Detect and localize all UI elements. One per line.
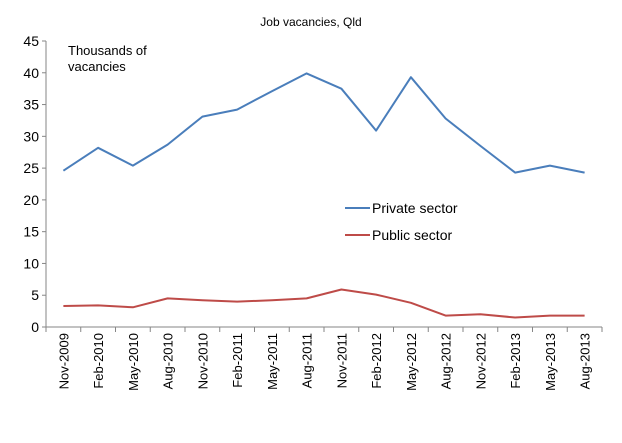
- series-line-public-sector: [63, 290, 584, 318]
- x-tick-label: Aug-2012: [439, 333, 454, 389]
- y-tick-label: 5: [31, 287, 39, 303]
- x-tick-label: Feb-2012: [369, 333, 384, 389]
- y-tick-label: 15: [23, 224, 39, 240]
- legend-label: Public sector: [372, 227, 452, 243]
- x-tick-label: Nov-2011: [334, 333, 349, 388]
- x-tick-label: Aug-2010: [161, 333, 176, 389]
- y-tick-label: 25: [23, 160, 39, 176]
- y-tick-label: 10: [23, 255, 39, 271]
- x-tick-label: May-2010: [126, 333, 141, 391]
- x-tick-label: Feb-2013: [508, 333, 523, 389]
- y-tick-label: 35: [23, 97, 39, 113]
- chart-title: Job vacancies, Qld: [260, 15, 361, 29]
- x-tick-label: Nov-2012: [473, 333, 488, 389]
- x-tick-label: Feb-2011: [230, 333, 245, 388]
- x-tick-label: Aug-2011: [300, 333, 315, 388]
- y-tick-label: 0: [31, 319, 39, 335]
- legend-label: Private sector: [372, 200, 458, 216]
- y-tick-label: 45: [23, 33, 39, 49]
- series-line-private-sector: [63, 73, 584, 172]
- x-tick-label: Feb-2010: [91, 333, 106, 389]
- y-axis-label-line-2: vacancies: [68, 59, 126, 74]
- y-axis-label: Thousands of vacancies: [68, 43, 150, 74]
- y-tick-label: 30: [23, 128, 39, 144]
- x-tick-label: May-2012: [404, 333, 419, 391]
- x-tick-label: May-2011: [265, 333, 280, 390]
- x-tick-label: Aug-2013: [578, 333, 593, 389]
- x-tick-label: Nov-2009: [56, 333, 71, 389]
- y-tick-label: 20: [23, 192, 39, 208]
- y-axis-label-line-1: Thousands of: [68, 43, 147, 58]
- x-tick-label: Nov-2010: [195, 333, 210, 389]
- y-tick-label: 40: [23, 65, 39, 81]
- x-tick-label: May-2013: [543, 333, 558, 391]
